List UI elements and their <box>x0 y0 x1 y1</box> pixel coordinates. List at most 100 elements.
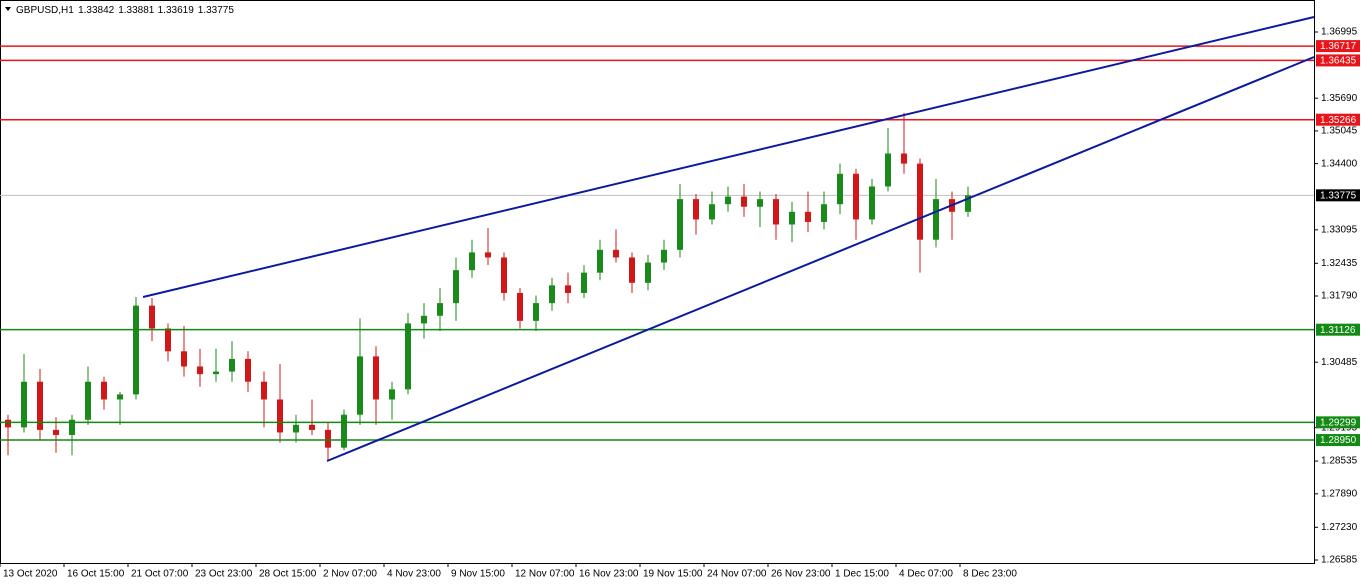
candle-body <box>917 163 923 240</box>
x-tick-label: 2 Nov 07:00 <box>323 569 377 580</box>
candle-body <box>853 173 859 220</box>
y-tick-label: 1.35045 <box>1321 126 1358 137</box>
candle-body <box>533 303 539 321</box>
candle-body <box>741 196 747 207</box>
trendline <box>326 56 1315 462</box>
candle-body <box>469 252 475 271</box>
x-tick-label: 12 Nov 07:00 <box>515 569 575 580</box>
candle-body <box>21 381 27 428</box>
candle-body <box>805 211 811 222</box>
candle-body <box>85 381 91 420</box>
candle-body <box>661 249 667 263</box>
candle-body <box>37 381 43 430</box>
x-tick-label: 9 Nov 15:00 <box>451 569 505 580</box>
candle-body <box>69 419 75 435</box>
candle-body <box>517 292 523 321</box>
candle-body <box>213 371 219 375</box>
x-tick-label: 13 Oct 2020 <box>3 569 58 580</box>
menu-arrow[interactable] <box>5 7 11 11</box>
y-tick-label: 1.27230 <box>1321 522 1358 533</box>
candle-body <box>53 429 59 435</box>
x-tick-label: 24 Nov 07:00 <box>707 569 767 580</box>
x-tick-label: 8 Dec 23:00 <box>963 569 1017 580</box>
x-tick-label: 26 Nov 23:00 <box>771 569 831 580</box>
candle-body <box>901 153 907 164</box>
candle-body <box>229 358 235 372</box>
candle-body <box>181 351 187 367</box>
level-label: 1.31126 <box>1320 325 1356 336</box>
x-tick-label: 1 Dec 15:00 <box>835 569 889 580</box>
candle-body <box>549 285 555 304</box>
level-box <box>1316 40 1360 53</box>
y-tick-label: 1.32435 <box>1321 258 1358 269</box>
candle-body <box>837 173 843 205</box>
x-tick-label: 4 Dec 07:00 <box>899 569 953 580</box>
current-price-label: 1.33775 <box>1320 190 1357 201</box>
candle-body <box>197 366 203 375</box>
candle-body <box>453 270 459 304</box>
candle-body <box>613 249 619 258</box>
candle-body <box>885 153 891 187</box>
symbol: GBPUSD,H1 <box>16 5 74 16</box>
x-tick-label: 16 Oct 15:00 <box>67 569 125 580</box>
candle-body <box>261 381 267 400</box>
candle-body <box>309 424 315 430</box>
x-tick-label: 16 Nov 23:00 <box>579 569 639 580</box>
level-box <box>1316 434 1360 447</box>
x-tick-label: 4 Nov 23:00 <box>387 569 441 580</box>
x-tick-label: 28 Oct 15:00 <box>259 569 317 580</box>
level-label: 1.29299 <box>1320 417 1357 428</box>
candle-body <box>405 323 411 390</box>
y-tick-label: 1.35690 <box>1321 93 1358 104</box>
candle-body <box>581 272 587 293</box>
y-tick-label: 1.27890 <box>1321 488 1358 499</box>
candle-body <box>789 211 795 225</box>
candle-body <box>325 429 331 448</box>
plot-frame <box>0 0 1315 564</box>
candle-body <box>645 262 651 283</box>
level-label: 1.28950 <box>1320 435 1357 446</box>
candle-body <box>501 257 507 293</box>
header-high: 1.33881 <box>118 5 155 16</box>
x-tick-label: 21 Oct 07:00 <box>131 569 189 580</box>
candle-body <box>869 186 875 220</box>
current-price-box <box>1316 189 1360 202</box>
level-label: 1.36717 <box>1320 41 1357 52</box>
candle-body <box>565 285 571 293</box>
candle-body <box>293 424 299 433</box>
candle-body <box>725 196 731 205</box>
candle-body <box>421 315 427 324</box>
candle-body <box>597 249 603 273</box>
header-low: 1.33619 <box>158 5 195 16</box>
level-label: 1.35266 <box>1320 115 1357 126</box>
candle-body <box>133 305 139 395</box>
candle-body <box>965 195 971 212</box>
y-tick-label: 1.31790 <box>1321 291 1358 302</box>
candle-body <box>357 356 363 415</box>
level-box <box>1316 323 1360 336</box>
trendline <box>142 16 1315 298</box>
y-tick-label: 1.28535 <box>1321 456 1358 467</box>
x-tick-label: 19 Nov 15:00 <box>643 569 703 580</box>
candle-body <box>5 419 11 428</box>
candle-body <box>341 414 347 448</box>
candle-body <box>485 252 491 258</box>
candle-body <box>821 204 827 222</box>
candle-body <box>245 358 251 382</box>
y-tick-label: 1.33095 <box>1321 224 1358 235</box>
candle-body <box>629 257 635 283</box>
candle-body <box>101 381 107 400</box>
level-box <box>1316 54 1360 67</box>
candle-body <box>389 389 395 400</box>
chart-header: GBPUSD,H1 1.33842 1.33881 1.33619 1.33775 <box>16 5 234 16</box>
candle-body <box>757 199 763 207</box>
candle-body <box>773 199 779 225</box>
candle-body <box>677 199 683 250</box>
candle-body <box>277 399 283 433</box>
candle-body <box>693 199 699 220</box>
header-open: 1.33842 <box>78 5 115 16</box>
candle-body <box>373 356 379 400</box>
y-tick-label: 1.26585 <box>1321 555 1358 566</box>
